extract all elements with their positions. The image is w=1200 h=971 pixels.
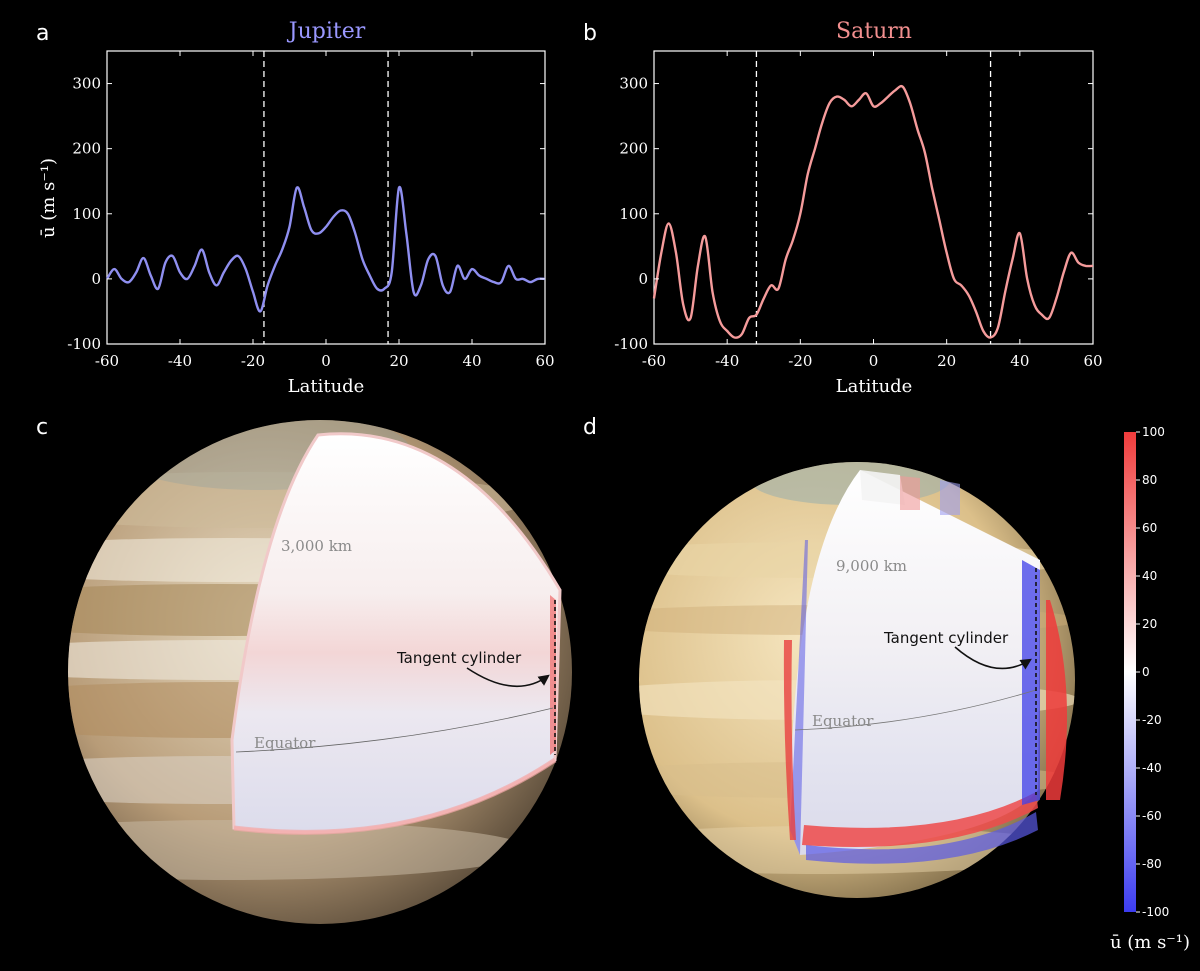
series-line-jupiter: [105, 185, 546, 313]
y-tick-label: 0: [638, 270, 648, 288]
colorbar-tick-label: 20: [1142, 617, 1157, 631]
x-tick-label: 0: [321, 352, 331, 370]
saturn-depth-label: 9,000 km: [836, 557, 907, 575]
jupiter-sphere: 3,000 km Tangent cylinder Equator: [68, 420, 572, 924]
x-axis-label-saturn: Latitude: [836, 376, 913, 397]
panel-letter-c: c: [36, 415, 48, 440]
y-axis-label-jupiter: ū (m s⁻¹): [38, 158, 59, 238]
y-tick-label: 300: [72, 75, 101, 93]
saturn-tangent-arrow: [954, 646, 1032, 670]
saturn-bottom-red-band: [802, 792, 1038, 848]
y-tick-label: -100: [67, 335, 101, 353]
saturn-cut-top: [860, 470, 905, 505]
saturn-equator-label: Equator: [812, 712, 874, 730]
jupiter-equator-label: Equator: [254, 734, 316, 752]
saturn-tangent-blue-band: [1022, 560, 1040, 805]
saturn-tangent-label: Tangent cylinder: [883, 629, 1009, 647]
colorbar-tick-label: -80: [1142, 857, 1162, 871]
y-tick-label: 300: [619, 75, 648, 93]
colorbar: 100 80 60 40 20 0 -20 -40 -60 -80 -100 ū (m s⁻¹): [1110, 425, 1190, 953]
x-tick-label: -40: [168, 352, 192, 370]
jupiter-cutaway-rim: [233, 757, 557, 835]
chart-title-jupiter: Jupiter: [287, 19, 366, 44]
colorbar-tick-label: -60: [1142, 809, 1162, 823]
saturn-top-stripe: [900, 476, 920, 510]
x-axis-label-jupiter: Latitude: [288, 376, 365, 397]
saturn-inner-blue-band: [790, 540, 808, 855]
x-tick-label: 20: [937, 352, 956, 370]
x-tick-label: 0: [869, 352, 879, 370]
saturn-chart: Saturn -60 -40 -20 0 20 40 60 -100 0 100 200 300 L…: [614, 19, 1102, 397]
saturn-sphere: 9,000 km Tangent cylinder Equator: [639, 462, 1075, 898]
saturn-inner-red-band: [783, 640, 796, 840]
x-tick-label: 60: [1083, 352, 1102, 370]
saturn-equator-line: [794, 689, 1037, 731]
panel-letter-b: b: [583, 21, 597, 46]
saturn-top-stripe-blue: [940, 480, 960, 515]
colorbar-tick-label: 40: [1142, 569, 1157, 583]
colorbar-tick-label: -40: [1142, 761, 1162, 775]
panel-letter-d: d: [583, 415, 597, 440]
plot-frame-jupiter: [106, 50, 546, 345]
jupiter-tangent-label: Tangent cylinder: [396, 649, 522, 667]
x-tick-label: -60: [95, 352, 119, 370]
y-tick-label: 100: [72, 205, 101, 223]
panel-letter-a: a: [36, 21, 49, 46]
x-tick-label: -20: [241, 352, 265, 370]
jupiter-depth-label: 3,000 km: [281, 537, 352, 555]
y-tick-label: 200: [72, 140, 101, 158]
jupiter-chart: Jupiter -60 -40 -20 0 20 40 60 -1000100200300 …: [38, 19, 555, 397]
x-tick-label: 20: [389, 352, 408, 370]
chart-title-saturn: Saturn: [836, 19, 912, 44]
x-tick-label: -20: [788, 352, 812, 370]
colorbar-tick-label: 80: [1142, 473, 1157, 487]
y-tick-label: 0: [91, 270, 101, 288]
plot-frame-saturn: [653, 50, 1094, 345]
series-line-saturn: [652, 84, 1094, 339]
saturn-bottom-blue-band: [806, 812, 1038, 864]
x-tick-label: 40: [462, 352, 481, 370]
saturn-outer-red-band: [1046, 600, 1068, 800]
y-tick-label: -100: [614, 335, 648, 353]
colorbar-label: ū (m s⁻¹): [1110, 932, 1190, 953]
colorbar-tick-label: -20: [1142, 713, 1162, 727]
colorbar-tick-label: 60: [1142, 521, 1157, 535]
colorbar-tick-label: 100: [1142, 425, 1165, 439]
jupiter-equator-line: [235, 707, 554, 753]
saturn-cutaway: [790, 470, 1040, 855]
colorbar-tick-label: 0: [1142, 665, 1150, 679]
x-tick-label: 40: [1010, 352, 1029, 370]
jupiter-tangent-arrow: [466, 667, 550, 688]
x-tick-label: 60: [535, 352, 554, 370]
colorbar-tick-label: -100: [1142, 905, 1169, 919]
y-tick-label: 200: [619, 140, 648, 158]
x-tick-label: -60: [642, 352, 666, 370]
x-tick-label: -40: [715, 352, 739, 370]
y-tick-label: 100: [619, 205, 648, 223]
colorbar-gradient: [1124, 432, 1136, 912]
jupiter-outer-shell-band: [550, 595, 556, 755]
